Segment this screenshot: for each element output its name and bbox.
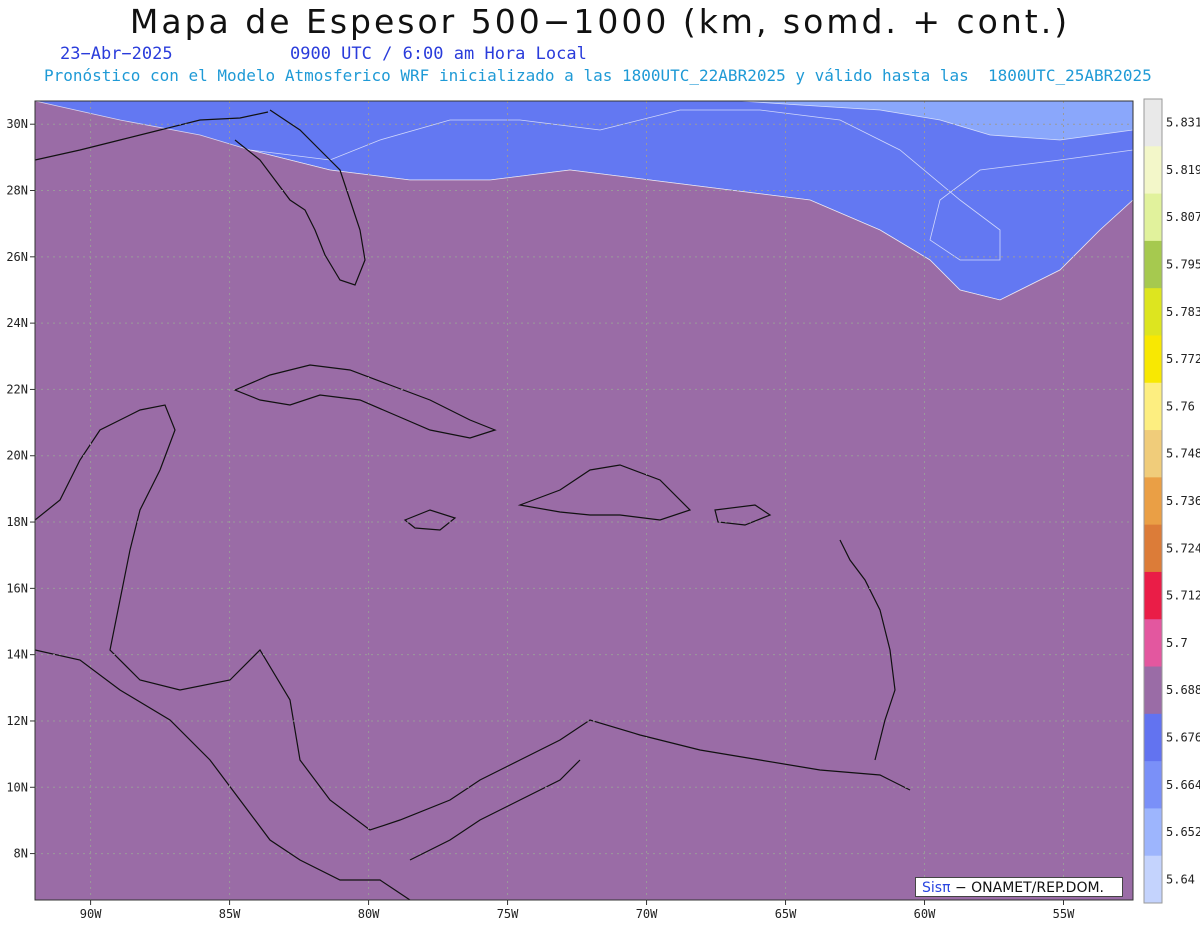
- coast-cuba: [233, 364, 497, 439]
- colorbar-label: 5.748: [1166, 447, 1200, 461]
- colorbar-swatch: [1144, 571, 1162, 620]
- lat-label: 16N: [6, 581, 28, 595]
- coast-florida: [234, 109, 366, 286]
- grid-layer: [35, 101, 1133, 900]
- credit-box: Sisπ − ONAMET/REP.DOM.: [915, 877, 1123, 897]
- lat-label: 8N: [14, 847, 28, 861]
- lat-axis: 30N 28N 26N 24N 22N 20N 18N 16N 14N 12N 10N 8N: [6, 117, 35, 861]
- band-light-blue: [739, 101, 1133, 141]
- colorbar-label: 5.652: [1166, 825, 1200, 839]
- coast-puerto-rico: [714, 504, 772, 526]
- lon-label: 70W: [636, 907, 658, 921]
- colorbar-swatch: [1144, 666, 1162, 715]
- map-fill-layer: [35, 101, 1133, 900]
- colorbar-label: 5.736: [1166, 494, 1200, 508]
- colorbar-label: 5.819: [1166, 163, 1200, 177]
- credit-org: − ONAMET/REP.DOM.: [950, 880, 1105, 896]
- lat-label: 30N: [6, 117, 28, 131]
- colorbar-swatch: [1144, 477, 1162, 526]
- lon-label: 60W: [914, 907, 936, 921]
- lat-label: 12N: [6, 714, 28, 728]
- lat-label: 22N: [6, 382, 28, 396]
- colorbar-label: 5.676: [1166, 730, 1200, 744]
- lat-label: 18N: [6, 515, 28, 529]
- lat-label: 24N: [6, 316, 28, 330]
- lon-label: 75W: [497, 907, 519, 921]
- colorbar-label: 5.688: [1166, 683, 1200, 697]
- lon-label: 85W: [219, 907, 241, 921]
- map-frame: [34, 100, 1134, 901]
- colorbar-swatch: [1144, 99, 1162, 147]
- colorbar-label: 5.7: [1166, 636, 1188, 650]
- lat-label: 26N: [6, 250, 28, 264]
- colorbar-label: 5.664: [1166, 778, 1200, 792]
- colorbar-label: 5.76: [1166, 399, 1195, 413]
- credit-brand: Sisπ: [922, 880, 951, 896]
- colorbar-swatch: [1144, 193, 1162, 242]
- colorbar-swatch: [1144, 382, 1162, 431]
- colorbar-label: 5.807: [1166, 210, 1200, 224]
- colorbar-label: 5.64: [1166, 872, 1195, 886]
- coast-central-america: [35, 649, 411, 900]
- colorbar-frame: [1143, 98, 1163, 904]
- colorbar-label: 5.795: [1166, 258, 1200, 272]
- time-label: 0900 UTC / 6:00 am Hora Local: [290, 44, 587, 64]
- colorbar-swatch: [1144, 240, 1162, 289]
- colorbar-swatch: [1144, 430, 1162, 478]
- colorbar-swatch: [1144, 619, 1162, 668]
- colorbar-swatch: [1144, 855, 1162, 904]
- band-purple: [35, 101, 1133, 900]
- colorbar-label: 5.783: [1166, 305, 1200, 319]
- lat-label: 10N: [6, 780, 28, 794]
- forecast-line: Pronóstico con el Modelo Atmosferico WRF…: [44, 66, 1152, 85]
- colorbar: [1143, 98, 1163, 904]
- lat-label: 14N: [6, 648, 28, 662]
- lon-label: 90W: [80, 907, 102, 921]
- colorbar-labels: 5.831 5.819 5.807 5.795 5.783 5.772 5.76 5.748 5…: [1166, 116, 1200, 887]
- colorbar-swatch: [1144, 335, 1162, 384]
- coast-gulf: [35, 111, 269, 161]
- colorbar-swatch: [1144, 713, 1162, 762]
- coastline-layer: [35, 109, 911, 900]
- colorbar-label: 5.772: [1166, 352, 1200, 366]
- colorbar-swatch: [1144, 808, 1162, 857]
- colorbar-swatch: [1144, 524, 1162, 573]
- coast-hispaniola: [517, 464, 692, 521]
- colorbar-swatch: [1144, 288, 1162, 336]
- coast-south-america: [409, 759, 581, 861]
- lat-label: 20N: [6, 449, 28, 463]
- lon-label: 65W: [775, 907, 797, 921]
- colorbar-swatch: [1144, 761, 1162, 809]
- colorbar-swatch: [1144, 146, 1162, 195]
- lat-label: 28N: [6, 184, 28, 198]
- colorbar-label: 5.724: [1166, 541, 1200, 555]
- coast-yucatan: [35, 404, 911, 831]
- band-blue-upper: [35, 101, 1133, 261]
- colorbar-label: 5.712: [1166, 589, 1200, 603]
- date-label: 23−Abr−2025: [60, 44, 173, 64]
- map-title: Mapa de Espesor 500−1000 (km, somd. + co…: [129, 2, 1071, 41]
- coast-jamaica: [403, 509, 457, 531]
- lon-label: 80W: [358, 907, 380, 921]
- lon-axis: 90W 85W 80W 75W 70W 65W 60W 55W: [80, 900, 1075, 921]
- colorbar-label: 5.831: [1166, 116, 1200, 130]
- lon-label: 55W: [1053, 907, 1075, 921]
- coast-antilles: [839, 539, 896, 761]
